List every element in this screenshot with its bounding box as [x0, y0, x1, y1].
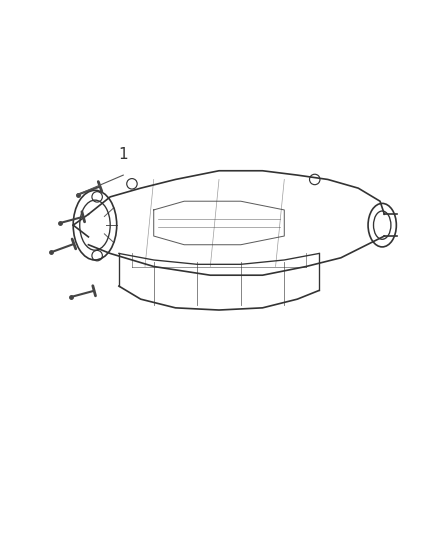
Text: 1: 1	[118, 147, 128, 162]
